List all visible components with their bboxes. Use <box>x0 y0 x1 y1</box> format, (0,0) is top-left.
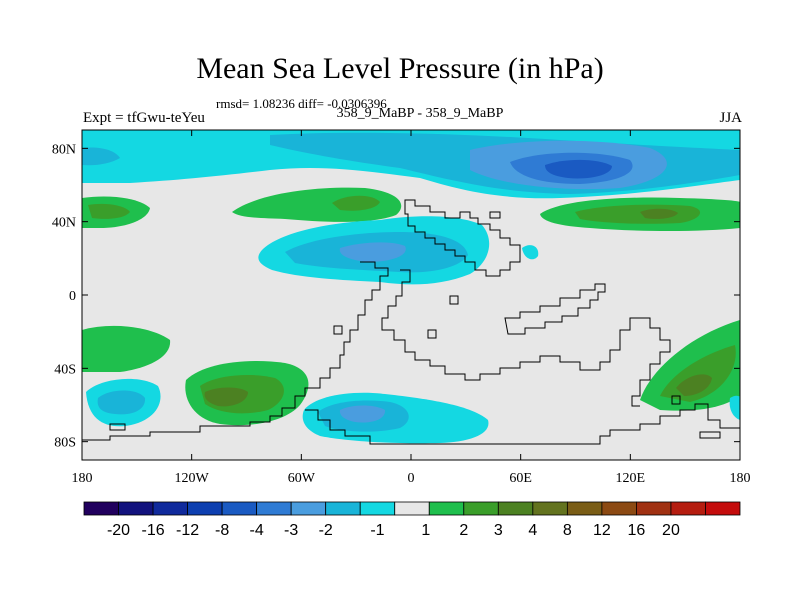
colorbar-swatch <box>290 501 327 516</box>
west-nh-high-2 <box>88 203 130 219</box>
x-tick-label: 180 <box>730 471 751 486</box>
y-tick-label: 40N <box>52 216 76 231</box>
colorbar-label: -8 <box>215 522 229 539</box>
x-tick-label: 0 <box>408 471 415 486</box>
y-tick-label: 80N <box>52 142 76 157</box>
colorbar-swatch <box>394 501 430 516</box>
colorbar-swatch <box>118 501 154 516</box>
colorbar-swatch <box>83 501 119 516</box>
colorbar-swatch <box>221 501 258 516</box>
x-tick-label: 120W <box>175 471 210 486</box>
coast-se-small <box>699 431 721 439</box>
colorbar-swatch <box>601 501 637 516</box>
south-pacific-high-3 <box>204 387 248 407</box>
x-tick-label: 60W <box>288 471 316 486</box>
colorbar-swatch <box>566 501 603 516</box>
colorbar-label: 3 <box>494 522 503 539</box>
colorbar-swatch <box>705 501 741 516</box>
y-tick-label: 80S <box>54 436 76 451</box>
colorbar-swatch <box>325 501 361 516</box>
colorbar-label: 1 <box>421 522 430 539</box>
west-arctic-low <box>82 147 120 166</box>
colorbar-swatch <box>532 501 568 516</box>
colorbar-label: 2 <box>459 522 468 539</box>
colorbar-label: -20 <box>107 522 130 539</box>
colorbar-label: -16 <box>141 522 164 539</box>
colorbar-swatch <box>359 501 396 516</box>
coast-north-continent <box>404 199 521 277</box>
coastlines <box>82 199 740 445</box>
colorbar-label: -4 <box>250 522 264 539</box>
arctic-low-8 <box>545 159 612 179</box>
colorbar-swatch <box>256 501 292 516</box>
coast-inner-landmass <box>381 269 671 407</box>
sw-high <box>82 325 171 372</box>
y-axis: 80N 40N 0 40S 80S <box>52 142 740 451</box>
x-axis: 180 120W 60W 0 60E 120E 180 <box>72 130 751 486</box>
colorbar-label: 16 <box>628 522 646 539</box>
coast-west-arm <box>82 261 389 441</box>
coast-east-island <box>504 283 606 335</box>
colorbar-label: -1 <box>370 522 384 539</box>
colorbar: -20 -16 -12 -8 -4 -3 -2 -1 1 2 3 4 8 12 16 20 <box>83 501 741 539</box>
se-pacific-high-3 <box>676 374 712 396</box>
colorbar-swatch <box>670 501 706 516</box>
se-edge-low <box>729 395 740 420</box>
colorbar-swatch <box>152 501 188 516</box>
coast-small-islands <box>333 295 681 405</box>
colorbar-label: -3 <box>284 522 298 539</box>
tropical-low-3 <box>339 242 406 262</box>
north-atlantic-high-2 <box>332 195 380 211</box>
asia-high-3 <box>640 208 678 219</box>
experiment-label: Expt = tfGwu-teYeu <box>83 110 205 126</box>
y-tick-label: 0 <box>69 289 76 304</box>
colorbar-swatch <box>463 501 499 516</box>
southern-ocean-low-3 <box>339 405 386 423</box>
colorbar-label: 12 <box>593 522 611 539</box>
plot-title: Mean Sea Level Pressure (in hPa) <box>196 52 604 85</box>
asia-high-2 <box>575 204 701 224</box>
colorbar-label: 4 <box>528 522 537 539</box>
y-tick-label: 40S <box>54 362 76 377</box>
coast-sw-island <box>109 423 126 431</box>
south-pacific-low-2 <box>97 390 146 415</box>
coast-southern-ocean <box>305 403 740 445</box>
stats-text: rmsd= 1.08236 diff= -0.0306396 <box>216 96 387 111</box>
colorbar-swatch <box>187 501 223 516</box>
x-tick-label: 180 <box>72 471 93 486</box>
coast-north-inlet <box>489 211 501 219</box>
asia-small-low <box>522 245 539 260</box>
season-label: JJA <box>719 110 742 126</box>
contour-fields <box>82 130 740 444</box>
x-tick-label: 120E <box>616 471 646 486</box>
colorbar-label: -2 <box>319 522 333 539</box>
colorbar-swatch <box>428 501 465 516</box>
subtitle-label: 358_9_MaBP - 358_9_MaBP <box>336 106 504 121</box>
colorbar-swatch <box>636 501 672 516</box>
x-tick-label: 60E <box>509 471 532 486</box>
colorbar-swatch <box>497 501 534 516</box>
colorbar-label: 8 <box>563 522 572 539</box>
colorbar-label: 20 <box>662 522 680 539</box>
colorbar-label: -12 <box>176 522 199 539</box>
